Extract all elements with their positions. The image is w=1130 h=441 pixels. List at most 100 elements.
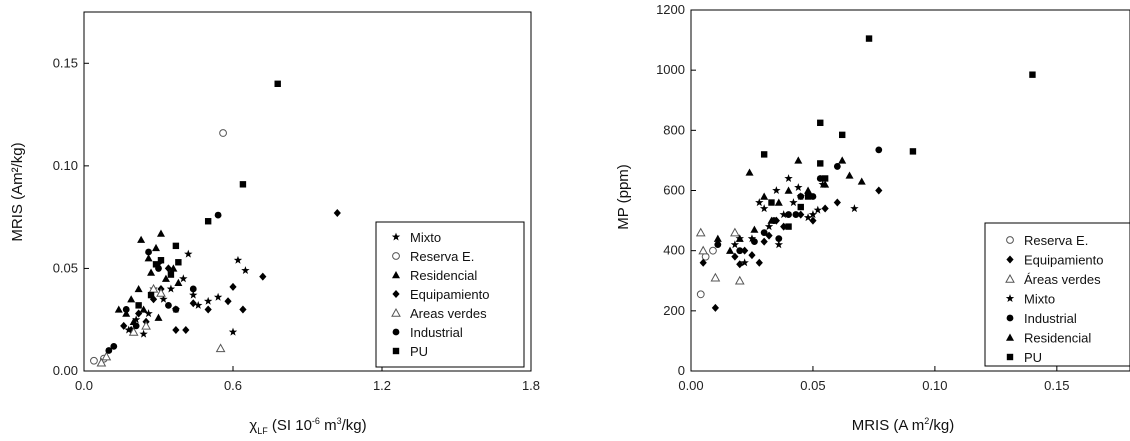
data-point <box>172 325 180 334</box>
data-point <box>128 326 139 336</box>
data-point <box>154 313 163 321</box>
data-point <box>809 216 817 225</box>
x-tick-label: 0.00 <box>678 378 703 393</box>
data-point <box>850 204 859 213</box>
legend-marker <box>392 252 400 260</box>
y-tick-label: 0.05 <box>53 260 78 275</box>
x-tick-label: 0.0 <box>75 378 93 393</box>
data-point <box>156 229 165 237</box>
data-point <box>755 198 764 207</box>
data-point <box>740 258 749 267</box>
left-y-axis-ticks: 0.00 0.05 0.10 0.15 <box>53 55 89 378</box>
data-point <box>259 272 267 281</box>
data-point <box>135 302 142 309</box>
left-scatter-chart: 0.00 0.05 0.10 0.15 0.0 0.6 1.2 1.8 MRIS (Am²/… <box>9 11 540 436</box>
data-point <box>165 301 172 309</box>
right-x-axis-ticks: 0.00 0.05 0.10 0.15 <box>678 366 1069 393</box>
legend-label: Equipamiento <box>1024 253 1104 268</box>
y-tick-label: 0.10 <box>53 158 78 173</box>
y-tick-label: 400 <box>663 243 685 258</box>
legend-marker <box>1006 353 1014 361</box>
data-point <box>775 235 783 243</box>
left-plot-frame <box>83 11 532 372</box>
data-point <box>735 234 744 242</box>
data-point <box>135 309 143 318</box>
data-point <box>747 234 757 243</box>
right-data-points <box>695 35 1036 312</box>
data-point <box>228 327 238 336</box>
y-tick-label: 200 <box>663 303 685 318</box>
y-tick-label: 0 <box>678 363 685 378</box>
data-point <box>204 218 212 225</box>
legend-marker <box>391 307 401 317</box>
data-point <box>333 209 341 218</box>
legend-marker <box>392 328 400 336</box>
data-point <box>132 322 140 330</box>
right-y-axis-ticks: 0 200 400 600 800 1000 1200 <box>656 2 696 378</box>
data-point <box>772 186 781 195</box>
legend-label: Industrial <box>1024 311 1077 326</box>
data-point <box>789 198 798 207</box>
legend-label: PU <box>410 344 428 359</box>
data-point <box>821 175 829 182</box>
data-point <box>1029 71 1036 78</box>
legend-label: Industrial <box>410 325 463 340</box>
data-point <box>767 216 776 224</box>
data-point <box>105 347 113 354</box>
data-point <box>189 290 198 299</box>
legend-label: Areas verdes <box>410 306 487 321</box>
y-tick-label: 0.00 <box>53 363 78 378</box>
data-point <box>760 237 768 246</box>
legend-label: Mixto <box>1024 292 1055 307</box>
data-point <box>147 291 155 299</box>
data-point <box>110 342 118 350</box>
left-legend: Mixto Reserva E. Residencial Equipamiento Ar… <box>375 221 525 368</box>
y-tick-label: 600 <box>663 183 685 198</box>
data-point <box>164 264 173 273</box>
data-point <box>96 357 107 367</box>
legend-marker <box>392 347 400 355</box>
data-point <box>813 205 823 214</box>
data-point <box>804 186 813 194</box>
data-point <box>182 325 190 334</box>
data-point <box>156 288 166 297</box>
data-point <box>194 300 203 309</box>
y-tick-label: 1200 <box>656 2 685 17</box>
data-point <box>774 240 783 249</box>
data-point <box>204 305 212 314</box>
data-point <box>161 274 170 282</box>
data-point <box>838 156 847 164</box>
x-tick-label: 1.2 <box>373 378 391 393</box>
legend-label: Reserva E. <box>410 249 474 264</box>
data-point <box>189 285 197 293</box>
data-point <box>139 329 148 338</box>
data-point <box>726 246 735 254</box>
data-point <box>768 199 775 206</box>
data-point <box>274 80 281 87</box>
data-point <box>172 306 180 313</box>
data-point <box>90 356 98 365</box>
data-point <box>239 181 247 188</box>
left-x-axis-title: χLF (SI 10-6 m3/kg) <box>249 416 366 436</box>
data-point <box>794 156 803 164</box>
right-x-axis-title: MRIS (A m2/kg) <box>852 416 955 434</box>
data-point <box>779 210 788 219</box>
legend-marker <box>1006 333 1014 341</box>
data-point <box>745 168 754 176</box>
data-point <box>144 309 153 318</box>
x-tick-label: 0.15 <box>1044 378 1069 393</box>
data-point <box>120 321 128 330</box>
data-point <box>166 284 176 293</box>
data-point <box>714 241 722 249</box>
data-point <box>803 213 813 222</box>
data-point <box>144 254 153 262</box>
data-point <box>736 247 744 255</box>
data-point <box>909 148 917 155</box>
data-point <box>875 186 883 195</box>
data-point <box>833 163 841 170</box>
data-point <box>224 297 232 306</box>
data-point <box>736 260 744 269</box>
data-point <box>233 255 243 264</box>
data-point <box>696 290 705 299</box>
data-point <box>760 151 768 158</box>
